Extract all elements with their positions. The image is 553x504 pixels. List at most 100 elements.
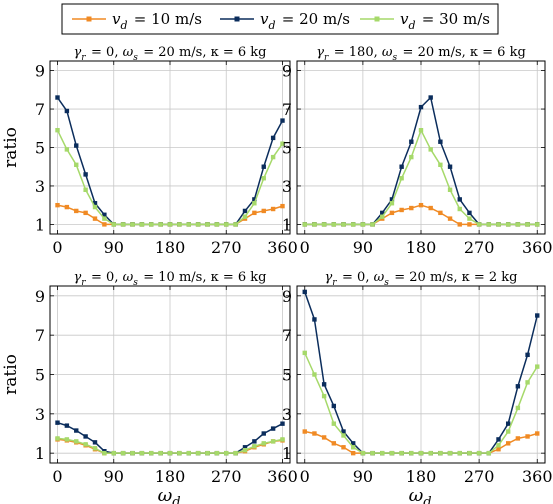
data-point bbox=[64, 108, 70, 114]
x-tick-label: 270 bbox=[464, 467, 495, 486]
data-point bbox=[515, 222, 521, 227]
data-point bbox=[92, 216, 98, 221]
data-point bbox=[102, 222, 107, 227]
data-point bbox=[399, 164, 404, 169]
data-point bbox=[252, 201, 257, 206]
data-point bbox=[64, 437, 70, 442]
data-point bbox=[428, 147, 433, 152]
data-point bbox=[177, 450, 182, 456]
data-point bbox=[158, 450, 163, 456]
data-point bbox=[270, 154, 276, 160]
data-point bbox=[270, 426, 276, 431]
data-point bbox=[341, 429, 346, 434]
y-axis-label: ratio bbox=[1, 127, 21, 168]
data-point bbox=[438, 450, 443, 456]
y-tick-label: 7 bbox=[282, 326, 292, 345]
data-point bbox=[120, 450, 126, 456]
data-point bbox=[341, 433, 346, 438]
data-point bbox=[389, 201, 395, 206]
data-point bbox=[321, 382, 327, 387]
x-tick-label: 90 bbox=[104, 467, 124, 486]
data-point bbox=[409, 139, 414, 144]
data-point bbox=[312, 317, 317, 322]
x-tick-label: 0 bbox=[52, 467, 62, 486]
data-point bbox=[261, 441, 266, 446]
data-point bbox=[312, 431, 317, 436]
data-point bbox=[224, 450, 229, 456]
y-tick-label: 5 bbox=[35, 366, 45, 385]
data-point bbox=[102, 216, 107, 221]
data-point bbox=[102, 450, 107, 456]
data-point bbox=[360, 450, 366, 456]
data-point bbox=[350, 445, 356, 450]
data-point bbox=[302, 429, 307, 434]
data-point bbox=[515, 405, 521, 411]
data-point bbox=[457, 197, 462, 202]
data-point bbox=[270, 206, 276, 212]
data-point bbox=[350, 441, 356, 446]
data-point bbox=[467, 450, 472, 456]
data-point bbox=[399, 176, 404, 181]
y-tick-label: 1 bbox=[35, 215, 45, 234]
data-point bbox=[252, 439, 257, 444]
data-point bbox=[83, 172, 88, 177]
data-point bbox=[467, 216, 472, 221]
series-series-30 bbox=[302, 350, 540, 456]
data-point bbox=[158, 222, 163, 227]
y-tick-label: 5 bbox=[282, 139, 292, 158]
data-point bbox=[505, 421, 511, 426]
data-point bbox=[167, 450, 173, 456]
data-point bbox=[457, 450, 462, 456]
data-point bbox=[74, 143, 79, 148]
data-point bbox=[525, 434, 530, 439]
data-point bbox=[380, 450, 385, 456]
data-point bbox=[486, 222, 492, 227]
data-point bbox=[214, 450, 220, 456]
data-point bbox=[83, 210, 88, 216]
data-point bbox=[447, 187, 453, 192]
data-point bbox=[350, 222, 356, 227]
x-tick-label: 360 bbox=[522, 238, 553, 257]
data-point bbox=[149, 222, 154, 227]
data-point bbox=[177, 222, 182, 227]
data-point bbox=[102, 212, 107, 217]
data-point bbox=[120, 222, 126, 227]
y-tick-label: 7 bbox=[282, 100, 292, 119]
data-point bbox=[409, 205, 414, 211]
legend: vd = 10 m/s vd = 20 m/s vd = 30 m/s bbox=[61, 3, 499, 35]
data-point bbox=[525, 222, 530, 227]
data-point bbox=[476, 222, 482, 227]
data-point bbox=[280, 203, 285, 209]
data-point bbox=[280, 141, 285, 146]
y-tick-label: 9 bbox=[282, 62, 292, 81]
data-point bbox=[496, 437, 501, 442]
data-point bbox=[535, 222, 540, 227]
data-point bbox=[496, 447, 501, 452]
data-point bbox=[205, 222, 210, 227]
chart-panel-4: 0 90 180 270 360 1 3 5 7 9 γr = 0, ωs = 20 m/s, κ … bbox=[282, 270, 553, 504]
data-point bbox=[252, 210, 257, 216]
data-point bbox=[350, 450, 356, 456]
data-point bbox=[525, 380, 530, 385]
data-point bbox=[505, 441, 511, 446]
legend-marker-series-30 bbox=[374, 16, 380, 22]
data-point bbox=[409, 450, 414, 456]
x-tick-label: 0 bbox=[52, 238, 62, 257]
y-tick-label: 3 bbox=[35, 177, 45, 196]
data-point bbox=[130, 450, 135, 456]
data-point bbox=[149, 450, 154, 456]
data-point bbox=[428, 450, 433, 456]
data-point bbox=[399, 450, 404, 456]
legend-entry-series-20: vd = 20 m/s bbox=[220, 10, 350, 32]
data-point bbox=[139, 222, 145, 227]
data-point bbox=[55, 128, 60, 133]
y-tick-label: 7 bbox=[35, 100, 45, 119]
x-tick-label: 0 bbox=[300, 467, 310, 486]
y-tick-label: 9 bbox=[35, 62, 45, 81]
data-point bbox=[261, 176, 266, 181]
data-point bbox=[55, 420, 60, 425]
legend-label-series-10: vd = 10 m/s bbox=[112, 10, 202, 32]
data-point bbox=[438, 162, 443, 167]
